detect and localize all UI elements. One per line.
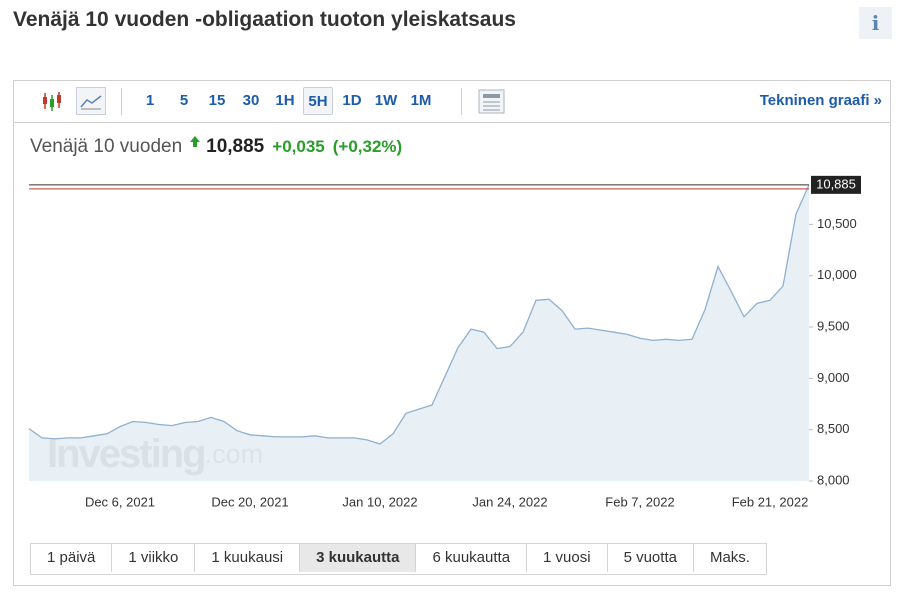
line-icon bbox=[80, 95, 102, 110]
interval-button[interactable]: 5 bbox=[179, 92, 189, 109]
line bbox=[28, 184, 810, 445]
last-price-label: 10,885 bbox=[816, 176, 856, 191]
x-tick-label: Jan 10, 2022 bbox=[342, 494, 417, 509]
range-button[interactable]: Maks. bbox=[709, 549, 750, 566]
range-button[interactable]: 1 kuukausi bbox=[195, 544, 301, 572]
area bbox=[29, 184, 809, 481]
interval-button[interactable]: 30 bbox=[242, 92, 260, 109]
last-price: 10,885 bbox=[206, 136, 265, 157]
range-button[interactable]: 1 viikko bbox=[112, 544, 196, 572]
y-tick-label: 8,000 bbox=[817, 472, 850, 487]
toolbar: Tekninen graafi » 1 5 15 30 1H 5H 1D 1W 1M bbox=[14, 81, 890, 123]
table-icon[interactable] bbox=[478, 89, 506, 115]
up-arrow bbox=[190, 136, 201, 147]
y-tick-label: 8,500 bbox=[817, 421, 850, 436]
chart: Investing.com8,0008,5009,0009,50010,0001… bbox=[28, 171, 861, 509]
quote-line: Venäjä 10 vuoden 10,885 +0,035 (+0,32%) bbox=[30, 136, 410, 158]
instrument-name: Venäjä 10 vuoden bbox=[30, 136, 183, 157]
x-tick-label: Dec 6, 2021 bbox=[85, 494, 155, 509]
price-change: +0,035 bbox=[272, 137, 325, 156]
info-button[interactable]: i bbox=[859, 7, 892, 39]
separator bbox=[461, 88, 462, 115]
range-button[interactable]: 1 päivä bbox=[31, 544, 113, 572]
price-change-percent: (+0,32%) bbox=[332, 137, 403, 156]
interval-button[interactable]: 1H bbox=[275, 92, 295, 109]
interval-button[interactable]: 1D bbox=[342, 92, 362, 109]
page-title: Venäjä 10 vuoden -obligaation tuoton yle… bbox=[13, 8, 516, 31]
x-tick-label: Feb 21, 2022 bbox=[732, 494, 809, 509]
range-button[interactable]: 5 vuotta bbox=[608, 544, 694, 572]
x-tick-label: Dec 20, 2021 bbox=[211, 494, 288, 509]
y-tick-label: 9,500 bbox=[817, 318, 850, 333]
y-tick-label: 10,000 bbox=[817, 267, 857, 282]
interval-button[interactable]: 15 bbox=[208, 92, 226, 109]
technical-chart-link[interactable]: Tekninen graafi » bbox=[759, 92, 882, 109]
chart-widget: Tekninen graafi » 1 5 15 30 1H 5H 1D 1W 1M Venäj… bbox=[13, 80, 891, 586]
y-tick-label: 9,000 bbox=[817, 370, 850, 385]
range-button[interactable]: 3 kuukautta bbox=[300, 544, 417, 572]
x-tick-label: Jan 24, 2022 bbox=[472, 494, 547, 509]
interval-button[interactable]: 1 bbox=[145, 92, 155, 109]
range-button[interactable]: 1 vuosi bbox=[527, 544, 608, 572]
range-button[interactable]: 6 kuukautta bbox=[416, 544, 528, 572]
interval-button[interactable]: 1M bbox=[410, 92, 432, 109]
candlestick-icon[interactable] bbox=[40, 89, 66, 113]
line-chart-button[interactable] bbox=[76, 87, 106, 115]
interval-button[interactable]: 5H bbox=[303, 87, 333, 115]
interval-button[interactable]: 1W bbox=[374, 92, 398, 109]
x-tick-label: Feb 7, 2022 bbox=[605, 494, 674, 509]
y-tick-label: 10,500 bbox=[817, 216, 857, 231]
last-price-marker bbox=[811, 175, 861, 194]
separator bbox=[121, 88, 122, 115]
range-selector: 1 päivä 1 viikko 1 kuukausi 3 kuukautta 6 ku… bbox=[30, 543, 767, 575]
